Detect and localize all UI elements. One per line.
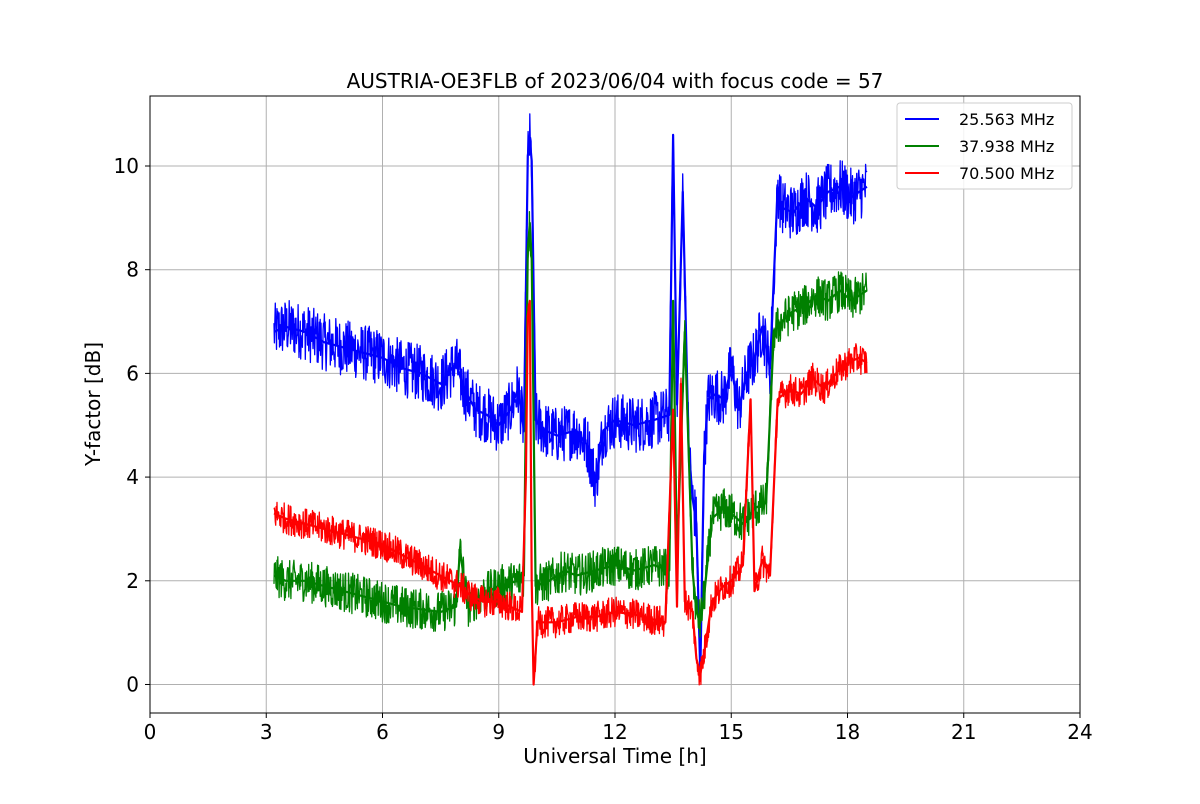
x-tick-label: 6: [376, 720, 389, 744]
x-axis: 0 3 6 9 12 15 18 21 24: [144, 713, 1093, 744]
legend-label: 25.563 MHz: [959, 110, 1054, 129]
x-tick-label: 18: [835, 720, 860, 744]
x-tick-label: 21: [951, 720, 976, 744]
y-axis: 0 2 4 6 8 10: [114, 154, 150, 696]
y-tick-label: 4: [126, 465, 139, 489]
legend-label: 37.938 MHz: [959, 137, 1054, 156]
chart-title: AUSTRIA-OE3FLB of 2023/06/04 with focus …: [347, 69, 884, 93]
series-noise-band: [273, 302, 868, 686]
y-tick-label: 10: [114, 154, 139, 178]
x-axis-label: Universal Time [h]: [523, 744, 706, 768]
legend-label: 70.500 MHz: [959, 164, 1054, 183]
x-tick-label: 3: [260, 720, 273, 744]
y-tick-label: 8: [126, 258, 139, 282]
series-group: [273, 113, 868, 686]
series-line: [273, 299, 868, 686]
y-axis-label: Y-factor [dB]: [81, 342, 105, 467]
series-noise-band: [273, 113, 868, 658]
legend: 25.563 MHz 37.938 MHz 70.500 MHz: [896, 102, 1073, 190]
x-tick-label: 24: [1067, 720, 1092, 744]
y-tick-label: 0: [126, 672, 139, 696]
x-tick-label: 12: [602, 720, 627, 744]
x-tick-label: 15: [719, 720, 744, 744]
y-tick-label: 2: [126, 569, 139, 593]
series-line: [273, 133, 868, 676]
x-tick-label: 9: [492, 720, 505, 744]
series-line: [273, 221, 868, 624]
x-tick-label: 0: [144, 720, 157, 744]
legend-box: [896, 102, 1073, 190]
y-tick-label: 6: [126, 361, 139, 385]
